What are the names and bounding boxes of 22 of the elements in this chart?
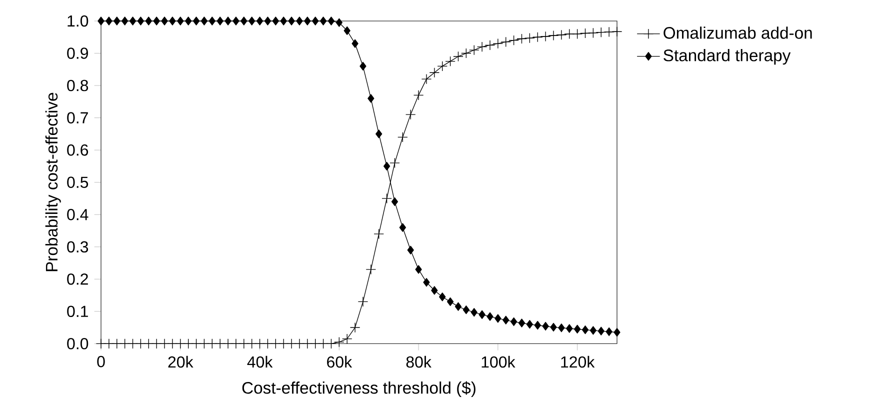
x-tick-label: 100k (482, 356, 516, 368)
x-tick-label: 80k (406, 356, 432, 368)
y-tick-label: 0.1 (67, 306, 88, 318)
x-axis-title: Cost-effectiveness threshold ($) (242, 381, 476, 398)
x-tick-label: 120k (561, 356, 595, 368)
y-tick-label: 0.9 (67, 48, 88, 59)
y-tick-label: 0.4 (67, 208, 88, 220)
x-tick-label: 40k (247, 356, 273, 368)
y-tick-label: 0.8 (67, 80, 88, 92)
y-tick-label: 0.0 (67, 338, 88, 350)
x-tick-label: 0 (97, 356, 105, 368)
y-tick-label: 0.7 (67, 112, 88, 124)
legend-label: Standard therapy (664, 49, 791, 65)
x-tick-label: 20k (168, 356, 194, 368)
x-tick-label: 60k (327, 356, 352, 368)
y-tick-label: 0.2 (67, 273, 88, 285)
y-tick-label: 0.6 (67, 144, 88, 156)
y-tick-label: 0.3 (67, 241, 88, 253)
y-tick-label: 0.5 (67, 176, 88, 188)
y-axis-title: Probability cost-effective (45, 92, 61, 272)
y-tick-label: 1.0 (68, 15, 88, 27)
legend-label: Omalizumab add-on (664, 26, 812, 39)
